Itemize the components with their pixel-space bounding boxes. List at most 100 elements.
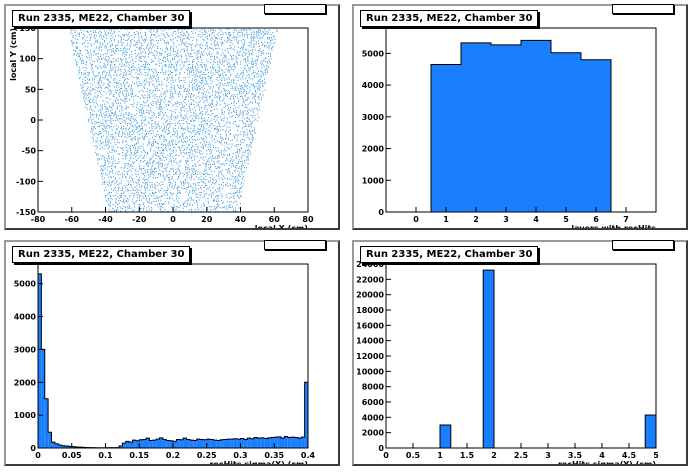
scatter-point [191,186,193,188]
scatter-point [267,65,269,67]
scatter-point [233,159,235,161]
scatter-point [171,177,173,179]
scatter-point [233,30,235,32]
scatter-point [217,71,219,73]
scatter-point [233,78,235,80]
scatter-point [84,72,86,74]
scatter-point [135,41,137,43]
scatter-point [203,87,205,89]
scatter-point [81,72,83,74]
scatter-point [208,54,210,56]
scatter-point [148,69,150,71]
scatter-point [134,143,136,145]
scatter-point [202,172,204,174]
scatter-point [168,127,170,129]
scatter-point [127,35,129,37]
scatter-point [251,137,253,139]
scatter-point [151,193,153,195]
scatter-point [107,53,109,55]
scatter-point [209,87,211,89]
scatter-point [119,173,121,175]
scatter-point [195,165,197,167]
scatter-point [214,94,216,96]
y-tick-label: 1000 [362,176,385,185]
scatter-point [223,162,225,164]
scatter-point [112,161,114,163]
scatter-point [84,100,86,102]
scatter-point [191,43,193,45]
scatter-point [98,86,100,88]
scatter-point [166,119,168,121]
scatter-point [180,102,182,104]
scatter-point [142,209,144,211]
scatter-point [221,49,223,51]
scatter-point [158,62,160,64]
scatter-point [188,91,190,93]
scatter-point [133,99,135,101]
scatter-point [186,31,188,33]
scatter-point [211,75,213,77]
scatter-point [242,172,244,174]
scatter-point [219,85,221,87]
scatter-point [219,116,221,118]
scatter-point [101,108,103,110]
scatter-point [213,35,215,37]
x-axis-title: recHits sigma(X) (cm) [209,460,308,464]
scatter-point [126,153,128,155]
scatter-point [174,210,176,212]
scatter-point [229,154,231,156]
scatter-point [253,108,255,110]
scatter-point [258,75,260,77]
scatter-point [198,85,200,87]
scatter-point [254,119,256,121]
scatter-point [183,185,185,187]
scatter-point [90,38,92,40]
scatter-point [259,83,261,85]
scatter-point [121,43,123,45]
scatter-point [163,127,165,129]
scatter-point [224,93,226,95]
x-tick-label: 0.4 [301,451,316,460]
scatter-point [231,40,233,42]
scatter-point [78,35,80,37]
scatter-point [249,151,251,153]
scatter-point [76,46,78,48]
scatter-point [201,44,203,46]
scatter-point [133,145,135,147]
x-tick-label: 1 [443,215,449,224]
scatter-point [178,187,180,189]
scatter-point [112,95,114,97]
scatter-point [94,38,96,40]
pad-sigma-x: 0 0.05 0.1 0.15 0.2 0.25 0.3 0.35 0.4 0 1000 2000 30… [4,240,340,466]
scatter-point [193,107,195,109]
scatter-point [261,83,263,85]
scatter-point [221,143,223,145]
scatter-point [151,169,153,171]
scatter-point [148,161,150,163]
scatter-point [203,205,205,207]
scatter-point [221,112,223,114]
scatter-point [190,121,192,123]
scatter-point [105,141,107,143]
scatter-point [149,162,151,164]
scatter-point [115,59,117,61]
scatter-point [211,155,213,157]
scatter-point [133,181,135,183]
scatter-point [83,35,85,37]
scatter-point [271,49,273,51]
scatter-point [157,35,159,37]
scatter-point [213,108,215,110]
scatter-point [115,178,117,180]
scatter-point [76,65,78,67]
scatter-point [142,161,144,163]
scatter-point [82,38,84,40]
scatter-point [100,77,102,79]
scatter-point [211,123,213,125]
scatter-point [113,86,115,88]
scatter-point [105,172,107,174]
scatter-point [216,48,218,50]
scatter-point [196,51,198,53]
scatter-point [107,141,109,143]
scatter-point [254,94,256,96]
scatter-point [254,132,256,134]
